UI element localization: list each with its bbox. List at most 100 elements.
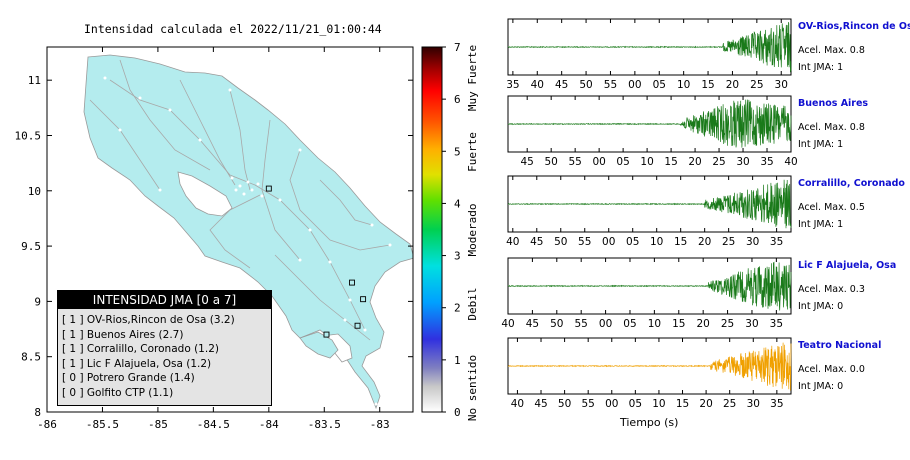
- waveform-xtick-label: 50: [558, 398, 571, 410]
- colorbar-category-label: No sentido: [466, 355, 479, 421]
- time-axis-label: Tiempo (s): [620, 416, 679, 429]
- station-info: Buenos Aires Acel. Max. 0.8 Int JMA: 1: [798, 98, 868, 150]
- waveform-xtick-label: 25: [712, 156, 725, 168]
- waveform-xtick-label: 45: [530, 236, 543, 248]
- waveform-xtick-label: 25: [723, 398, 736, 410]
- map-xtick-label: -85: [148, 418, 168, 431]
- waveform-xtick-label: 00: [628, 79, 641, 91]
- waveform-xtick-label: 05: [616, 156, 629, 168]
- station-markers: [265, 185, 367, 338]
- station-info: Corralillo, Coronado Acel. Max. 0.5 Int JM…: [798, 178, 905, 230]
- map-axes: -86 -85.5 -85 -84.5 -84 -83.5 -83 11 10.5 10 9.5 9 8…: [15, 47, 413, 431]
- waveform-xtick-label: 00: [602, 236, 615, 248]
- waveform-xtick-label: 55: [604, 79, 617, 91]
- waveform-xtick-label: 40: [506, 236, 519, 248]
- waveform-xtick-label: 25: [722, 236, 735, 248]
- waveform-xtick-label: 50: [550, 318, 563, 330]
- waveform-xtick-label: 55: [581, 398, 594, 410]
- waveform-trace: [507, 99, 792, 148]
- waveform-xtick-label: 10: [648, 318, 661, 330]
- map-ytick-label: 8: [34, 406, 41, 419]
- waveform-trace: [507, 22, 792, 73]
- waveform-xtick-label: 45: [555, 79, 568, 91]
- waveform-xtick-label: 15: [672, 318, 685, 330]
- station-marker: [349, 279, 355, 286]
- waveform-xtick-label: 15: [676, 398, 689, 410]
- nicoya-gulf: [177, 171, 233, 217]
- colorbar-ticks: 0 1 2 3 4 5 6 7: [442, 41, 461, 419]
- waveform-xtick-label: 35: [770, 398, 783, 410]
- costa-rica-landmass: [83, 54, 413, 410]
- waveform-panel: 40 45 50 55 00 05 10 15 20 25 30 35: [501, 257, 792, 330]
- waveform-xtick-label: 10: [640, 156, 653, 168]
- map-xtick-label: -84.5: [197, 418, 230, 431]
- colorbar-labels: No sentido Debil Moderado Fuerte Muy Fuerte: [466, 45, 479, 421]
- waveform-panel: 40 45 50 55 00 05 10 15 20 25 30 35: [506, 175, 792, 248]
- waveform-trace: [507, 261, 792, 311]
- colorbar-category-label: Moderado: [466, 204, 479, 257]
- map-ytick-label: 10.5: [15, 129, 42, 142]
- road-network: [89, 59, 391, 341]
- legend-item: [ 1 ] Corralillo, Coronado (1.2): [62, 343, 219, 355]
- waveform-xtick-label: 40: [501, 318, 514, 330]
- waveform-xtick-label: 55: [575, 318, 588, 330]
- station-info: Lic F Alajuela, Osa Acel. Max. 0.3 Int JMA…: [798, 260, 896, 312]
- waveform-xtick-label: 35: [506, 79, 519, 91]
- station-int-jma: Int JMA: 0: [798, 301, 844, 312]
- station-marker: [360, 296, 367, 303]
- waveform-xtick-label: 45: [534, 398, 547, 410]
- colorbar-tick-label: 0: [454, 406, 461, 419]
- station-int-jma: Int JMA: 1: [798, 219, 844, 230]
- station-name: Buenos Aires: [798, 98, 869, 109]
- waveform-xtick-label: 25: [750, 79, 763, 91]
- waveform-xtick-label: 15: [701, 79, 714, 91]
- legend-item: [ 1 ] OV-Rios,Rincon de Osa (3.2): [62, 314, 235, 326]
- legend-item: [ 0 ] Golfito CTP (1.1): [62, 386, 174, 399]
- map-xtick-label: -86: [37, 418, 57, 431]
- waveform-xtick-label: 50: [554, 236, 567, 248]
- station-acel-max: Acel. Max. 0.0: [798, 364, 865, 375]
- waveform-xtick-label: 15: [674, 236, 687, 248]
- city-dots: [103, 76, 392, 406]
- waveform-xtick-label: 20: [726, 79, 739, 91]
- station-name: Corralillo, Coronado: [798, 178, 905, 189]
- waveform-xtick-label: 20: [699, 398, 712, 410]
- waveform-xtick-label: 45: [520, 156, 533, 168]
- waveform-xtick-label: 40: [511, 398, 524, 410]
- waveform-xtick-label: 25: [721, 318, 734, 330]
- station-acel-max: Acel. Max. 0.3: [798, 284, 865, 295]
- colorbar-tick-label: 7: [454, 41, 461, 54]
- map-xtick-label: -85.5: [86, 418, 119, 431]
- waveform-xtick-label: 10: [677, 79, 690, 91]
- colorbar-category-label: Debil: [466, 287, 479, 320]
- waveform-xtick-label: 40: [784, 156, 797, 168]
- waveform-trace: [507, 179, 792, 229]
- colorbar-category-label: Fuerte: [466, 132, 479, 172]
- waveform-xtick-label: 05: [626, 236, 639, 248]
- waveform-xtick-label: 20: [696, 318, 709, 330]
- waveform-xtick-label: 05: [653, 79, 666, 91]
- station-acel-max: Acel. Max. 0.8: [798, 45, 865, 56]
- waveform-xtick-label: 00: [599, 318, 612, 330]
- waveform-xtick-label: 05: [629, 398, 642, 410]
- waveform-xtick-label: 00: [592, 156, 605, 168]
- colorbar-tick-label: 2: [454, 302, 461, 315]
- waveform-panel: 35 40 45 50 55 00 05 10 15 20 25 30: [506, 18, 792, 91]
- waveform-xtick-label: 05: [623, 318, 636, 330]
- map-ytick-label: 9: [34, 295, 41, 308]
- station-name: Teatro Nacional: [798, 340, 882, 351]
- waveform-panel: 40 45 50 55 00 05 10 15 20 25 30 35: [507, 337, 792, 410]
- waveform-xtick-label: 30: [745, 318, 758, 330]
- waveform-xtick-label: 15: [664, 156, 677, 168]
- station-name: Lic F Alajuela, Osa: [798, 260, 897, 271]
- map-xtick-label: -84: [259, 418, 279, 431]
- station-int-jma: Int JMA: 0: [798, 381, 844, 392]
- legend-item: [ 1 ] Lic F Alajuela, Osa (1.2): [62, 357, 212, 370]
- waveform-panel: 45 50 55 00 05 10 15 20 25 30 35 40: [507, 95, 798, 168]
- waveform-trace: [507, 342, 792, 391]
- station-info: Teatro Nacional Acel. Max. 0.0 Int JMA: 0: [798, 340, 881, 392]
- waveform-xtick-label: 35: [770, 236, 783, 248]
- waveform-xtick-label: 00: [605, 398, 618, 410]
- map-ytick-label: 8.5: [21, 351, 41, 364]
